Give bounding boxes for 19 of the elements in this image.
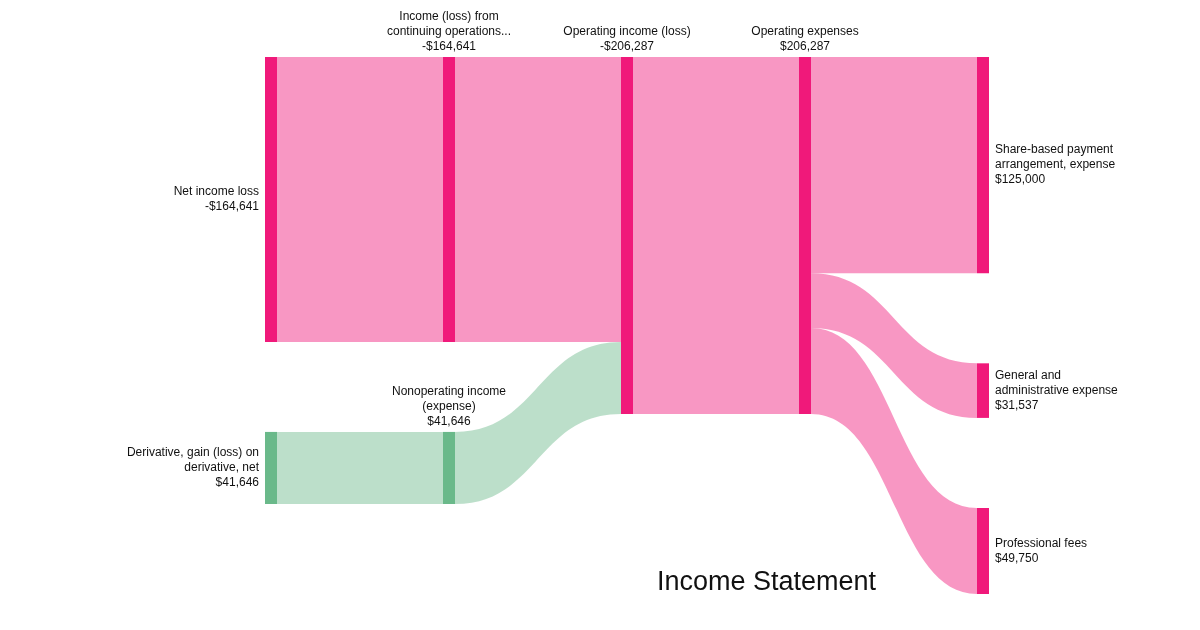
category-label: Share-based payment arrangement, expense [995, 142, 1116, 172]
data-label: -$164,641 [204, 199, 260, 214]
category-label: Net income loss [173, 184, 259, 199]
data-label: $125,000 [995, 172, 1046, 187]
category-label: Operating expenses [751, 24, 859, 39]
text: Income Statement [657, 566, 877, 597]
data-label: -$206,287 [599, 39, 655, 54]
category-label: Income (loss) from continuing operations... [386, 9, 512, 39]
data-label: $41,646 [215, 475, 260, 490]
category-label: Professional fees [995, 535, 1088, 550]
data-label: $206,287 [779, 39, 831, 54]
category-label: Nonoperating income (expense) [391, 384, 507, 414]
category-label: Derivative, gain (loss) on derivative, net [126, 445, 260, 475]
data-label: $41,646 [427, 414, 472, 429]
data-label: -$164,641 [421, 39, 477, 54]
category-label: General and administrative expense [995, 367, 1119, 397]
category-label: Operating income (loss) [563, 24, 691, 39]
data-label: $31,537 [995, 397, 1039, 412]
data-label: $49,750 [995, 550, 1039, 565]
